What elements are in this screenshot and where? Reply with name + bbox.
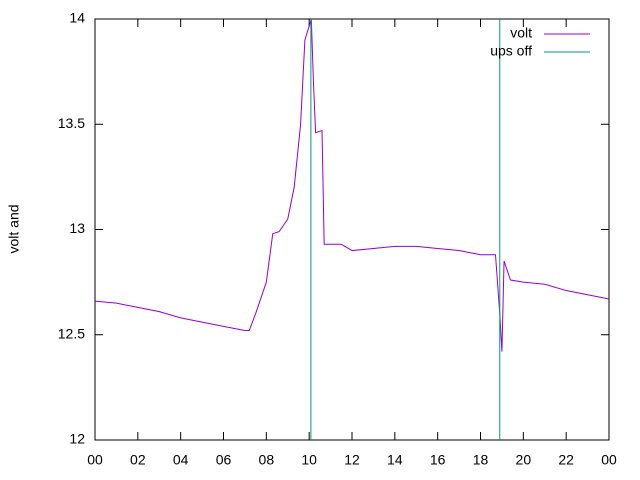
x-tick-label: 08 <box>259 452 275 468</box>
x-tick-label: 00 <box>87 452 103 468</box>
y-tick-label: 12.5 <box>58 325 85 341</box>
legend-label: ups off <box>490 43 532 59</box>
x-tick-label: 02 <box>130 452 146 468</box>
x-tick-label: 04 <box>173 452 189 468</box>
y-axis-label: volt and <box>6 204 22 253</box>
series-line <box>310 19 501 440</box>
x-tick-label: 12 <box>344 452 360 468</box>
x-tick-label: 22 <box>558 452 574 468</box>
x-tick-label: 18 <box>473 452 489 468</box>
y-tick-label: 14 <box>69 10 85 26</box>
x-tick-label: 00 <box>601 452 617 468</box>
x-tick-label: 10 <box>301 452 317 468</box>
y-tick-label: 13.5 <box>58 115 85 131</box>
series-line <box>94 18 610 352</box>
y-tick-label: 12 <box>69 431 85 447</box>
y-tick-label: 13 <box>69 220 85 236</box>
x-tick-label: 06 <box>216 452 232 468</box>
x-tick-label: 16 <box>430 452 446 468</box>
plot-frame <box>94 18 610 441</box>
x-tick-label: 14 <box>387 452 403 468</box>
legend-label: volt <box>510 25 532 41</box>
x-tick-label: 20 <box>516 452 532 468</box>
